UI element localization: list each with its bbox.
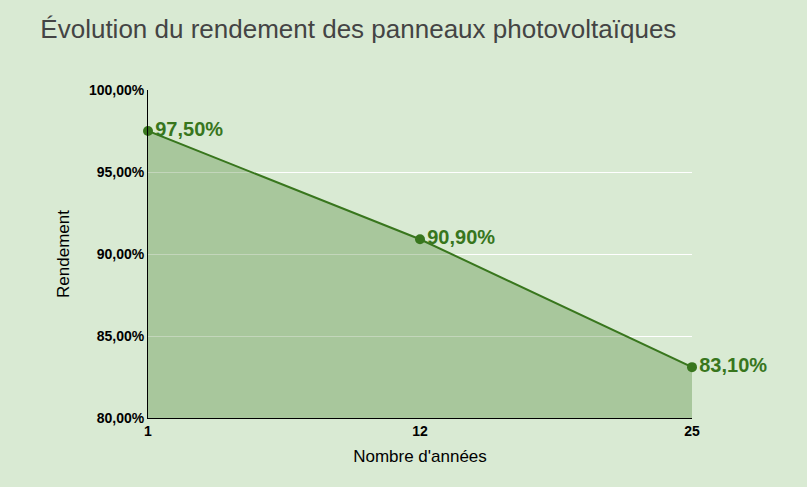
svg-text:Rendement: Rendement [54,210,73,298]
svg-text:1: 1 [144,423,152,439]
svg-text:90,00%: 90,00% [97,246,145,262]
svg-text:80,00%: 80,00% [97,410,145,426]
svg-text:12: 12 [412,423,428,439]
svg-text:25: 25 [684,423,700,439]
svg-text:83,10%: 83,10% [699,354,767,376]
svg-text:85,00%: 85,00% [97,328,145,344]
svg-text:Nombre d'années: Nombre d'années [353,447,487,466]
svg-text:95,00%: 95,00% [97,164,145,180]
svg-text:Évolution du rendement des pan: Évolution du rendement des panneaux phot… [40,14,676,44]
svg-text:100,00%: 100,00% [89,82,145,98]
svg-text:97,50%: 97,50% [155,118,223,140]
svg-text:90,90%: 90,90% [427,226,495,248]
